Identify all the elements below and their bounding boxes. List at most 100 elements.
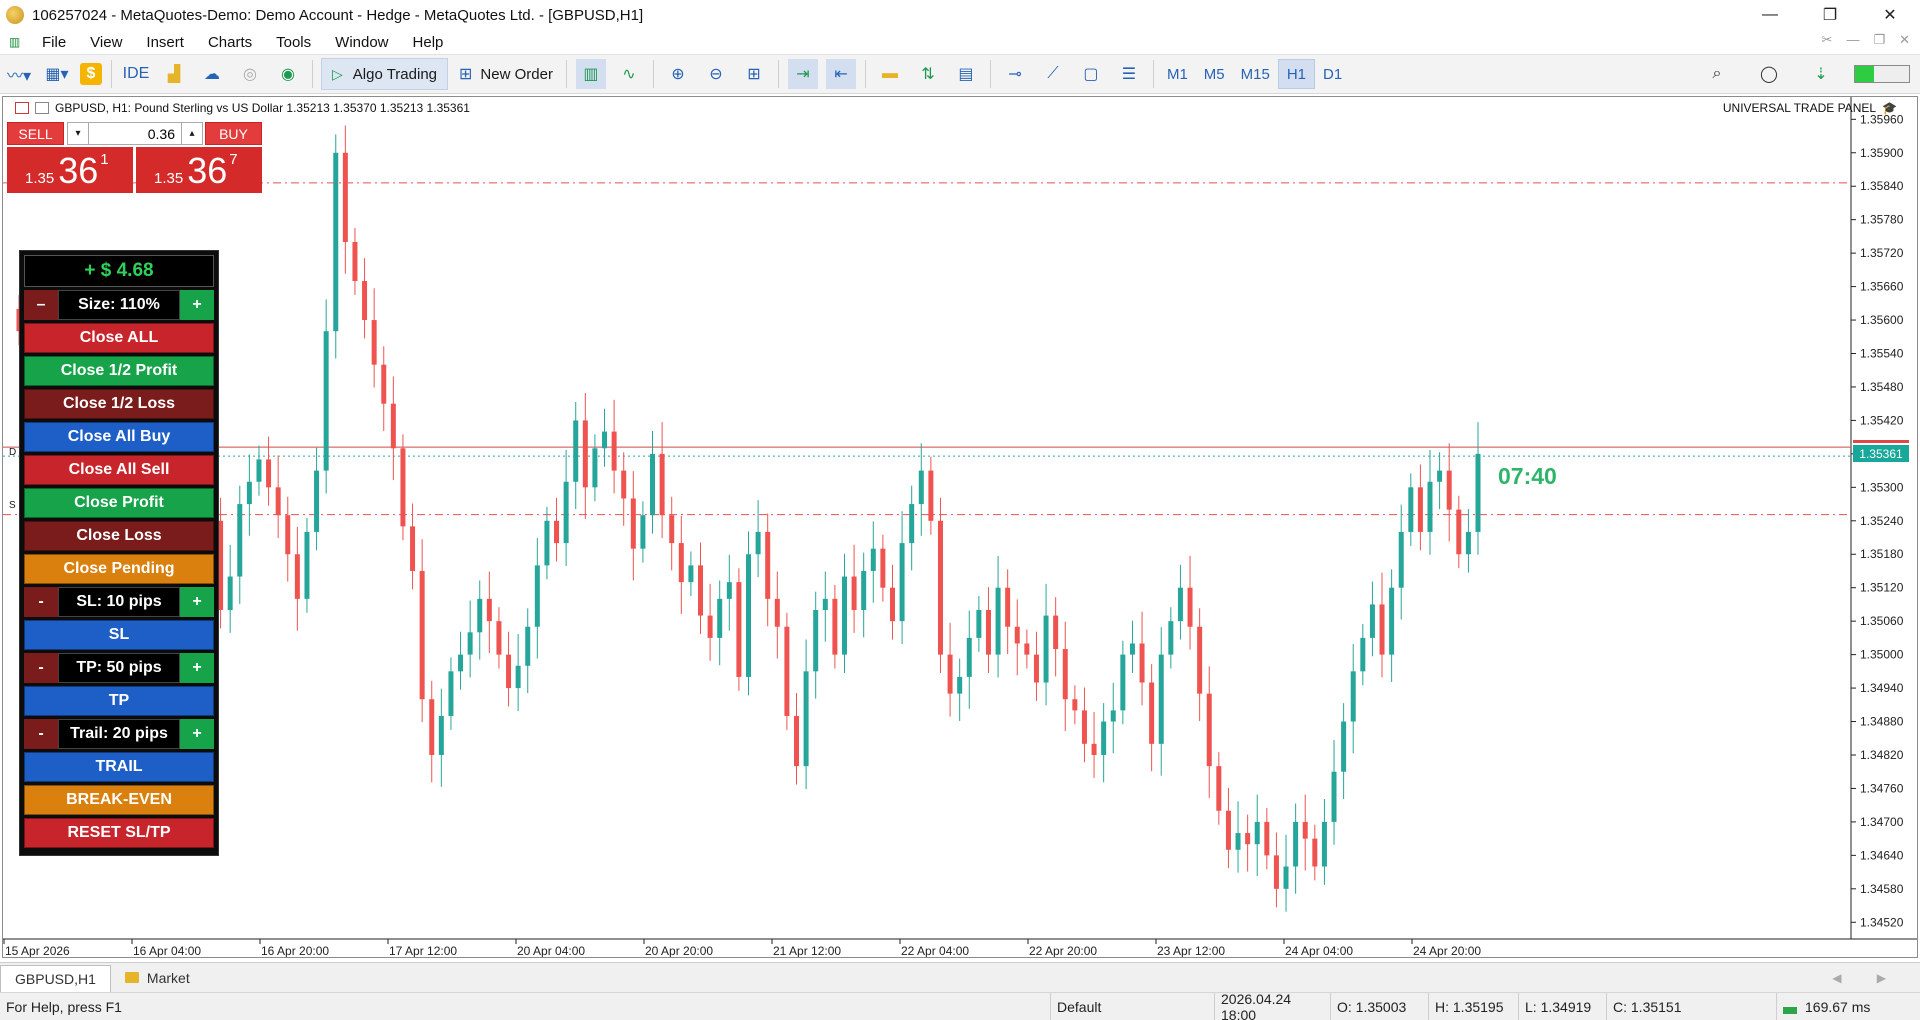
- depth-of-market-icon[interactable]: ▤: [958, 66, 974, 83]
- break-even-button[interactable]: BREAK-EVEN: [24, 785, 214, 815]
- menu-charts[interactable]: Charts: [207, 33, 253, 51]
- x-tick-label: 21 Apr 12:00: [773, 944, 841, 957]
- candle-body: [726, 582, 732, 599]
- vps-globe-icon[interactable]: ◉: [281, 66, 295, 83]
- trail-decrease-button[interactable]: -: [24, 719, 58, 749]
- x-tick-label: 16 Apr 04:00: [133, 944, 201, 957]
- chart-header: GBPUSD, H1: Pound Sterling vs US Dollar …: [15, 101, 470, 115]
- trendline-icon[interactable]: ⟋: [1047, 65, 1059, 82]
- tp-decrease-button[interactable]: -: [24, 653, 58, 683]
- lot-size-input[interactable]: [89, 122, 181, 145]
- x-tick-label: 17 Apr 12:00: [389, 944, 457, 957]
- candle-body: [1475, 453, 1481, 532]
- line-chart-icon[interactable]: ∿: [622, 66, 636, 83]
- close-profit-button[interactable]: Close Profit: [24, 488, 214, 518]
- lot-decrease-button[interactable]: ▾: [67, 122, 89, 145]
- candle-body: [1005, 587, 1011, 627]
- close-half-profit-button[interactable]: Close 1/2 Profit: [24, 356, 214, 386]
- cloud-icon[interactable]: ☁: [204, 66, 220, 83]
- status-profile: Default: [1050, 993, 1214, 1020]
- candle-body: [698, 565, 704, 616]
- market-bag-icon[interactable]: ▟: [167, 66, 181, 83]
- timeframe-d1[interactable]: D1: [1323, 65, 1343, 83]
- trail-button[interactable]: TRAIL: [24, 752, 214, 782]
- candle-body: [1369, 604, 1375, 638]
- sell-button[interactable]: SELL: [7, 122, 64, 145]
- timeframe-m15[interactable]: M15: [1240, 65, 1270, 83]
- detach-icon[interactable]: ✂: [1821, 32, 1833, 47]
- account-icon[interactable]: ◯: [1760, 66, 1778, 83]
- trail-increase-button[interactable]: +: [180, 719, 214, 749]
- shapes-icon[interactable]: ▢: [1083, 66, 1099, 83]
- chart-menu-icon[interactable]: [15, 102, 29, 114]
- ask-price[interactable]: 1.35 36 7: [136, 147, 262, 193]
- new-order-button[interactable]: ⊞ New Order: [451, 58, 561, 90]
- zoom-in-icon[interactable]: ⊕: [671, 66, 685, 83]
- menu-help[interactable]: Help: [412, 33, 444, 51]
- size-decrease-button[interactable]: –: [24, 290, 58, 320]
- chart-window[interactable]: 1.35960 1.35900 1.35840 1.35780 1.35720 1.356…: [2, 96, 1918, 958]
- size-increase-button[interactable]: +: [180, 290, 214, 320]
- crosshair-icon[interactable]: ⊸: [1008, 66, 1022, 83]
- indicator-dropdown-icon[interactable]: 〰▾: [6, 68, 32, 85]
- price-chart[interactable]: 1.35960 1.35900 1.35840 1.35780 1.35720 1.356…: [3, 97, 1917, 957]
- close-pending-button[interactable]: Close Pending: [24, 554, 214, 584]
- chart-shift-icon[interactable]: ⇤: [825, 59, 856, 89]
- candle-body: [1302, 821, 1308, 839]
- chart-type-dropdown-icon[interactable]: ▦▾: [45, 66, 69, 83]
- close-loss-button[interactable]: Close Loss: [24, 521, 214, 551]
- chart-close-button[interactable]: ✕: [1899, 32, 1910, 47]
- tab-gbpusd-h1[interactable]: GBPUSD,H1: [0, 964, 111, 993]
- sl-decrease-button[interactable]: -: [24, 587, 58, 617]
- templates-folder-icon[interactable]: ▬: [881, 65, 898, 82]
- fibonacci-icon[interactable]: ☰: [1121, 66, 1137, 83]
- candle-body: [1245, 833, 1251, 845]
- lot-increase-button[interactable]: ▴: [181, 122, 203, 145]
- menu-tools[interactable]: Tools: [276, 33, 312, 51]
- algo-trading-button[interactable]: ▷ Algo Trading: [321, 58, 449, 90]
- sl-button[interactable]: SL: [24, 620, 214, 650]
- menu-view[interactable]: View: [90, 33, 123, 51]
- reset-sl-tp-button[interactable]: RESET SL/TP: [24, 818, 214, 848]
- close-all-buy-button[interactable]: Close All Buy: [24, 422, 214, 452]
- signal-wifi-icon[interactable]: ◎: [243, 66, 257, 83]
- candle-body: [1033, 654, 1039, 683]
- close-button[interactable]: ✕: [1883, 7, 1897, 24]
- tp-increase-button[interactable]: +: [180, 653, 214, 683]
- tile-windows-icon[interactable]: ⊞: [747, 66, 761, 83]
- buy-button[interactable]: BUY: [205, 122, 262, 145]
- dollar-icon[interactable]: $: [80, 63, 102, 85]
- timeframe-h1[interactable]: H1: [1277, 59, 1316, 89]
- y-tick-label: 1.35240: [1860, 514, 1904, 528]
- search-icon[interactable]: ⌕: [1712, 65, 1722, 82]
- chart-restore-button[interactable]: ❐: [1873, 32, 1886, 47]
- autoscroll-icon[interactable]: ⇥: [787, 59, 818, 89]
- zoom-out-icon[interactable]: ⊖: [709, 66, 723, 83]
- menu-insert[interactable]: Insert: [146, 33, 184, 51]
- chart-minimize-button[interactable]: —: [1846, 32, 1860, 47]
- minimize-button[interactable]: —: [1762, 6, 1778, 23]
- candle-body: [314, 470, 320, 532]
- close-all-button[interactable]: Close ALL: [24, 323, 214, 353]
- trade-arrows-icon[interactable]: ⇅: [921, 66, 935, 83]
- trade-panel-title: UNIVERSAL TRADE PANEL: [1722, 101, 1877, 115]
- bid-price[interactable]: 1.35 36 1: [7, 147, 133, 193]
- tab-scroll-arrows[interactable]: ◀ ▶: [1832, 970, 1902, 985]
- sl-increase-button[interactable]: +: [180, 587, 214, 617]
- close-all-sell-button[interactable]: Close All Sell: [24, 455, 214, 485]
- menu-window[interactable]: Window: [335, 33, 389, 51]
- tp-button[interactable]: TP: [24, 686, 214, 716]
- one-click-toggle-icon[interactable]: [35, 102, 49, 114]
- candle-body: [544, 520, 550, 566]
- restore-button[interactable]: ❐: [1822, 7, 1838, 24]
- ide-button[interactable]: IDE: [122, 65, 150, 82]
- tab-market[interactable]: Market: [111, 965, 204, 991]
- chart-menu-icon[interactable]: ▥: [9, 35, 21, 49]
- candles-icon[interactable]: ▥: [575, 59, 606, 89]
- menu-file[interactable]: File: [42, 33, 67, 51]
- y-tick-label: 1.34700: [1860, 815, 1904, 829]
- timeframe-m1[interactable]: M1: [1166, 65, 1188, 83]
- x-tick-label: 16 Apr 20:00: [261, 944, 329, 957]
- close-half-loss-button[interactable]: Close 1/2 Loss: [24, 389, 214, 419]
- timeframe-m5[interactable]: M5: [1203, 65, 1225, 83]
